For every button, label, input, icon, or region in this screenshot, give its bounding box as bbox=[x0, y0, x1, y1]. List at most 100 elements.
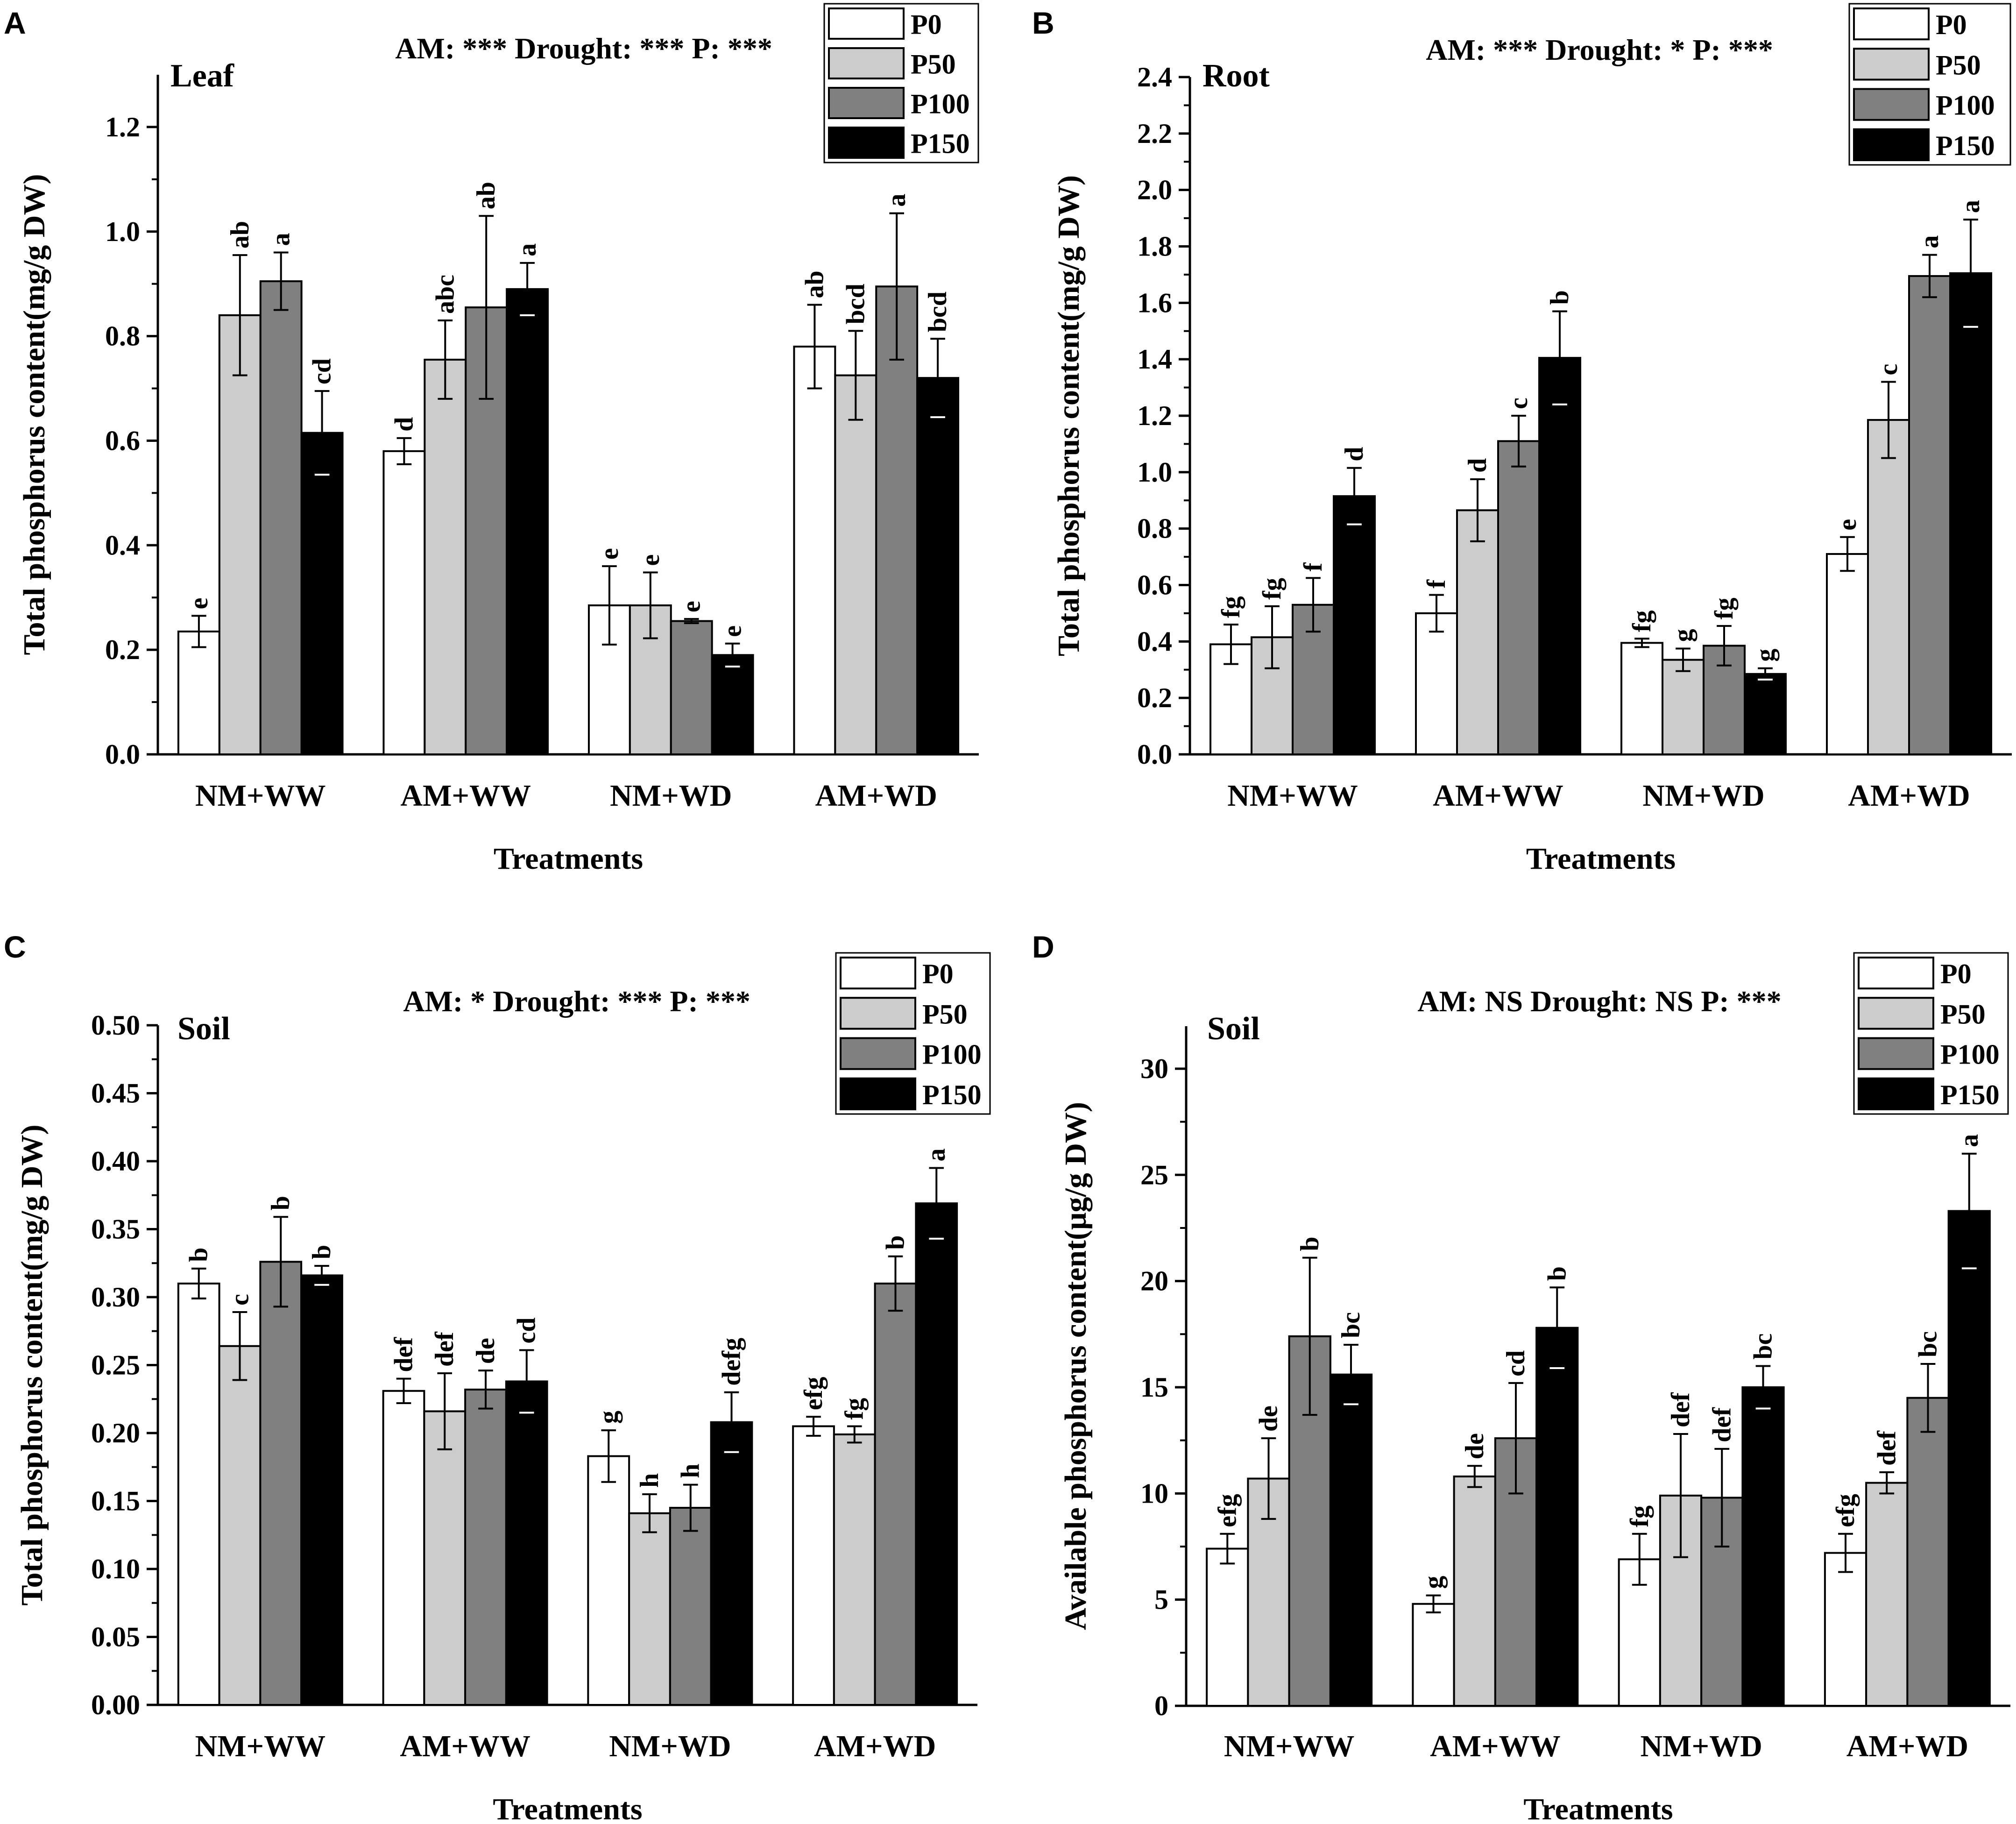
significance-letter: e bbox=[184, 598, 213, 610]
stats-annotation: AM: NS Drought: NS P: *** bbox=[1417, 985, 1781, 1018]
y-tick-label: 1.4 bbox=[1137, 344, 1172, 375]
x-category-label: NM+WW bbox=[195, 1729, 326, 1763]
significance-letter: ab bbox=[226, 221, 255, 248]
bar-p0 bbox=[1620, 642, 1663, 755]
stats-annotation: AM: *** Drought: *** P: *** bbox=[395, 32, 772, 65]
bar-p0 bbox=[792, 1425, 835, 1706]
x-category-label: NM+WD bbox=[1642, 779, 1764, 813]
y-tick-label: 1.2 bbox=[105, 112, 140, 142]
bar-p0 bbox=[793, 346, 836, 755]
bar-p150 bbox=[1329, 1373, 1373, 1707]
significance-letter: h bbox=[635, 1473, 664, 1488]
significance-letter: bc bbox=[1914, 1331, 1943, 1357]
x-category-label: AM+WD bbox=[1848, 779, 1970, 813]
y-tick-label: 25 bbox=[1140, 1159, 1168, 1190]
bar-p100 bbox=[1497, 440, 1540, 755]
y-tick-label: 30 bbox=[1140, 1053, 1168, 1084]
bar-p0 bbox=[382, 1390, 425, 1706]
bar-p0 bbox=[1618, 1558, 1661, 1707]
panel-letter: B bbox=[1032, 6, 1054, 40]
significance-letter: de bbox=[1254, 1405, 1283, 1432]
y-tick-label: 1.0 bbox=[105, 216, 140, 247]
x-category-label: AM+WW bbox=[400, 1729, 531, 1763]
significance-letter: h bbox=[676, 1463, 705, 1478]
legend-label: P0 bbox=[922, 958, 954, 989]
y-tick-label: 0.05 bbox=[91, 1622, 140, 1653]
significance-letter: bcd bbox=[923, 291, 952, 332]
significance-letter: efg bbox=[799, 1377, 828, 1411]
bar-p100 bbox=[670, 620, 713, 756]
significance-letter: e bbox=[718, 625, 747, 637]
legend-swatch bbox=[1853, 128, 1930, 161]
y-axis-label: Total phosphorus content(mg/g DW) bbox=[1052, 175, 1086, 656]
bar-p50 bbox=[423, 1410, 467, 1706]
legend-label: P0 bbox=[1936, 9, 1967, 40]
bar-p50 bbox=[1659, 1494, 1703, 1707]
significance-letter: a bbox=[922, 1149, 951, 1162]
bar-p150 bbox=[1741, 1386, 1785, 1707]
legend-swatch bbox=[1858, 997, 1934, 1030]
significance-letter: b bbox=[1542, 1266, 1571, 1281]
y-tick-label: 0.0 bbox=[1137, 739, 1172, 770]
y-tick-label: 0.50 bbox=[91, 1010, 140, 1041]
significance-letter: cd bbox=[308, 358, 337, 384]
significance-letter: b bbox=[881, 1235, 910, 1250]
x-category-label: AM+WW bbox=[1433, 779, 1563, 813]
significance-letter: def bbox=[430, 1331, 459, 1367]
panel-title: Leaf bbox=[170, 58, 234, 94]
legend-label: P100 bbox=[911, 89, 970, 120]
bar-p150 bbox=[916, 377, 960, 755]
legend-swatch bbox=[828, 87, 905, 119]
x-category-label: NM+WW bbox=[1227, 779, 1358, 813]
significance-letter: defg bbox=[717, 1338, 746, 1386]
bar-p0 bbox=[177, 630, 220, 755]
x-category-label: AM+WD bbox=[814, 1729, 936, 1763]
significance-letter: e bbox=[595, 548, 624, 560]
x-category-label: AM+WW bbox=[400, 779, 531, 813]
bar-p150 bbox=[915, 1202, 958, 1706]
legend-swatch bbox=[840, 997, 916, 1030]
significance-letter: def bbox=[1666, 1392, 1695, 1427]
y-axis-label: Total phosphorus content(mg/g DW) bbox=[15, 1125, 49, 1606]
y-tick-label: 0.4 bbox=[105, 530, 140, 561]
bar-p100 bbox=[259, 280, 303, 755]
significance-letter: a bbox=[267, 233, 296, 246]
y-tick-label: 0.00 bbox=[91, 1689, 140, 1720]
significance-letter: fg bbox=[1217, 596, 1245, 618]
panel-letter: A bbox=[4, 6, 26, 40]
significance-letter: b bbox=[184, 1248, 213, 1262]
legend-swatch bbox=[1853, 48, 1930, 81]
legend-label: P0 bbox=[1940, 958, 1972, 989]
y-tick-label: 0.20 bbox=[91, 1418, 140, 1448]
significance-letter: ab bbox=[472, 182, 501, 209]
legend-label: P50 bbox=[1940, 999, 1986, 1029]
significance-letter: b bbox=[307, 1245, 336, 1259]
y-tick-label: 20 bbox=[1140, 1266, 1168, 1297]
bar-p50 bbox=[218, 1345, 262, 1706]
legend-label: P100 bbox=[1940, 1039, 2000, 1070]
y-tick-label: 0.45 bbox=[91, 1078, 140, 1109]
significance-letter: b bbox=[1295, 1236, 1324, 1251]
y-tick-label: 0.40 bbox=[91, 1146, 140, 1177]
x-category-label: NM+WW bbox=[1224, 1729, 1355, 1763]
significance-letter: g bbox=[1669, 629, 1698, 642]
bar-p50 bbox=[424, 358, 467, 755]
bar-p50 bbox=[1867, 419, 1910, 755]
x-category-label: NM+WD bbox=[610, 779, 732, 813]
significance-letter: fg bbox=[1625, 1505, 1654, 1527]
significance-letter: d bbox=[389, 417, 418, 432]
significance-letter: bcd bbox=[841, 284, 870, 324]
bar-p100 bbox=[1908, 275, 1951, 755]
y-tick-label: 0 bbox=[1154, 1690, 1168, 1721]
significance-letter: efg bbox=[1831, 1494, 1860, 1527]
x-category-label: AM+WD bbox=[1846, 1729, 1968, 1763]
significance-letter: a bbox=[1955, 1134, 1984, 1147]
bar-p100 bbox=[259, 1261, 303, 1706]
panel-letter: D bbox=[1032, 930, 1054, 964]
bar-p100 bbox=[874, 1282, 917, 1706]
x-axis-label: Treatments bbox=[1526, 842, 1676, 876]
y-tick-label: 1.2 bbox=[1137, 400, 1172, 431]
significance-letter: fg bbox=[840, 1398, 869, 1420]
bar-p50 bbox=[833, 1433, 876, 1706]
